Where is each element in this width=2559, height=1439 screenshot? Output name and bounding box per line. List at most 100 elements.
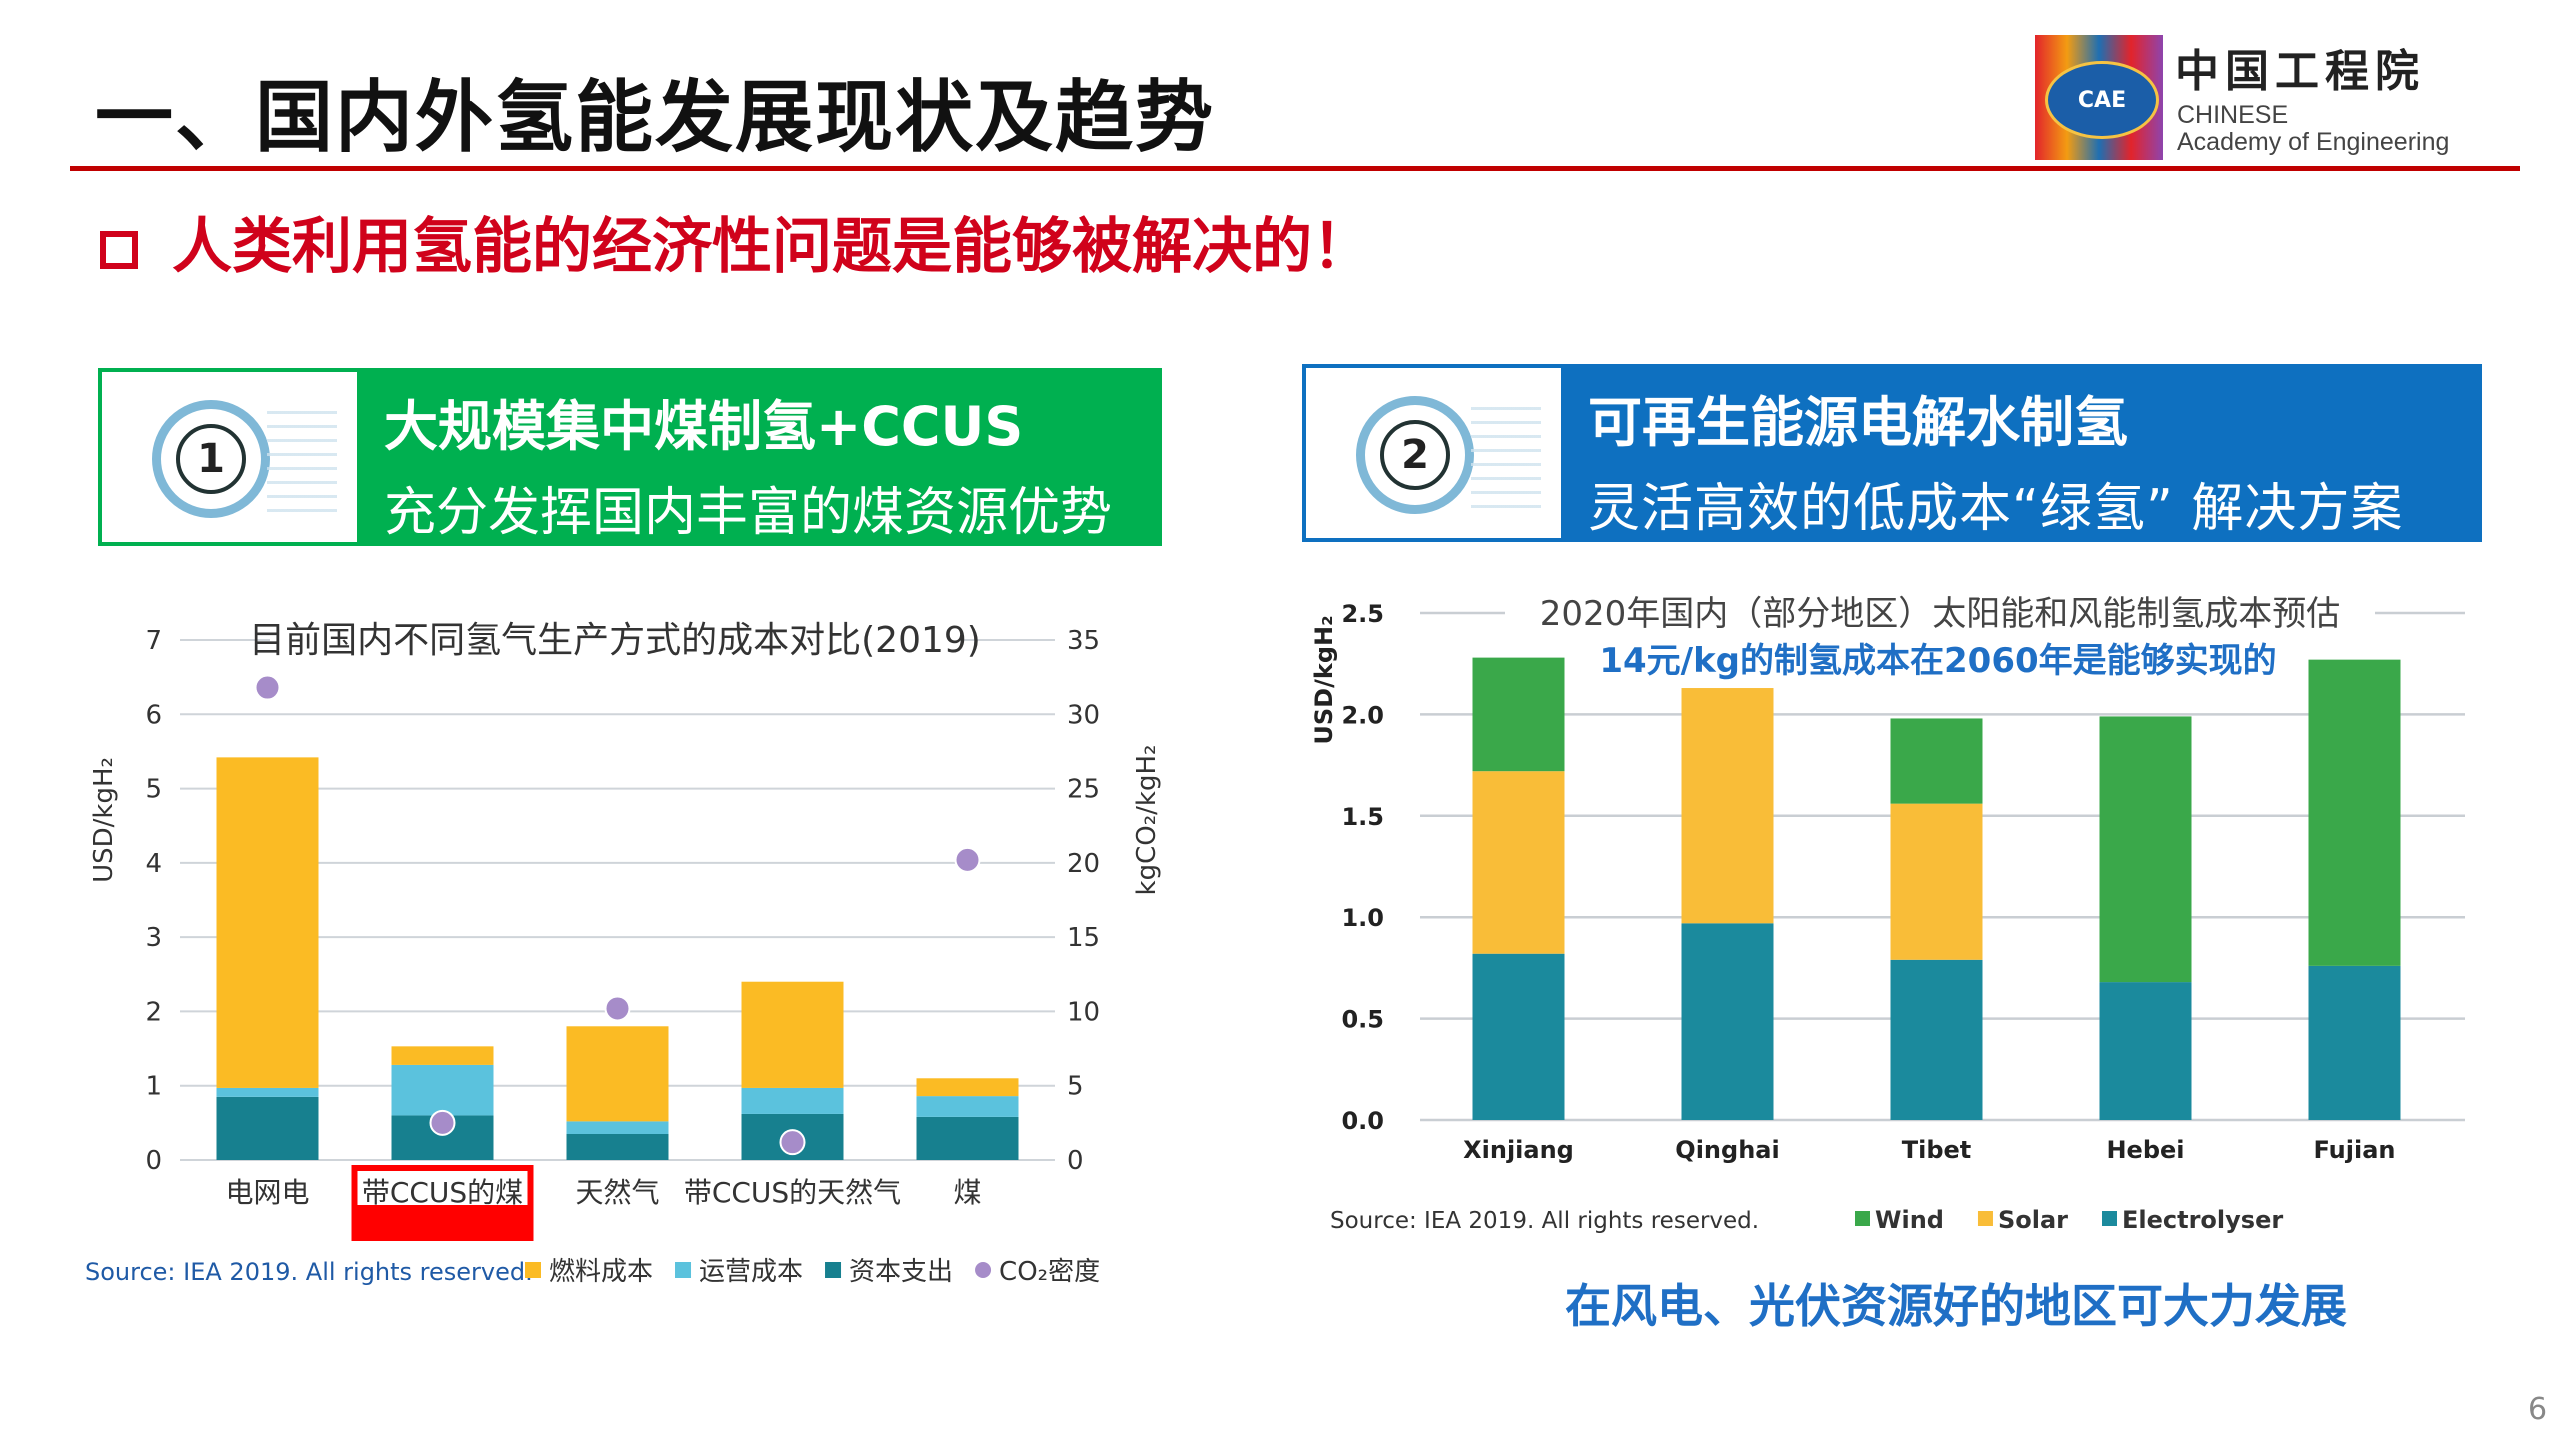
y-tick-label: 1 — [145, 1072, 162, 1102]
bar-segment — [1681, 923, 1774, 1120]
bar-segment — [2099, 716, 2192, 983]
co2-point — [779, 1129, 806, 1156]
co2-point — [604, 995, 631, 1022]
bar-segment — [1890, 959, 1983, 1120]
bar-segment — [916, 1078, 1019, 1097]
legend-swatch — [525, 1262, 541, 1278]
x-tick-label: Xinjiang — [1463, 1136, 1574, 1164]
cae-emblem-icon: CAE — [2035, 35, 2163, 160]
legend-swatch — [2102, 1211, 2117, 1226]
bar-segment — [916, 1116, 1019, 1160]
legend-label: CO₂密度 — [999, 1257, 1100, 1287]
banner-heading: 可再生能源电解水制氢 — [1588, 391, 2128, 454]
x-tick-label: 带CCUS的煤 — [362, 1176, 523, 1209]
x-tick-label: 电网电 — [225, 1176, 309, 1209]
cost-comparison-chart: 0 01 52 103 154 205 256 307 35目前国内不同氢气生产方式的成本对比(… — [85, 610, 1162, 1287]
y-right-tick-label: 0 — [1067, 1146, 1084, 1176]
banner-graphic: 2 — [1306, 368, 1561, 538]
y-right-tick-label: 30 — [1067, 700, 1100, 730]
bar-segment — [2099, 982, 2192, 1120]
legend-swatch — [825, 1262, 842, 1278]
x-tick-label: 天然气 — [575, 1176, 659, 1209]
chart-annotation: 14元/kg的制氢成本在2060年是能够实现的 — [1599, 641, 2276, 681]
logo-english-line2: Academy of Engineering — [2177, 128, 2450, 156]
banner-heading: 大规模集中煤制氢+CCUS — [384, 395, 1024, 458]
legend-swatch — [1977, 1211, 1993, 1226]
logo-english-line1: CHINESE — [2177, 101, 2289, 129]
y-right-tick-label: 15 — [1067, 923, 1100, 953]
y-tick-label: 0 — [145, 1146, 162, 1176]
bar-segment — [216, 1096, 319, 1160]
y-tick-label: 4 — [145, 849, 162, 879]
logo-chinese-name: 中国工程院 — [2175, 46, 2425, 97]
bar-segment — [1472, 771, 1565, 954]
y-right-tick-label: 35 — [1067, 626, 1100, 656]
y-axis-label: USD/kgH₂ — [1310, 615, 1338, 744]
legend-label: Solar — [1998, 1206, 2068, 1234]
chart-source: Source: IEA 2019. All rights reserved. — [1330, 1208, 1759, 1234]
checkbox-square-icon — [100, 231, 138, 269]
bar-segment — [216, 757, 319, 1088]
bar-segment — [741, 981, 844, 1088]
banner-subheading: 充分发挥国内丰富的煤资源优势 — [384, 483, 1113, 543]
title-backdrop — [1505, 588, 2375, 638]
bar-segment — [566, 1121, 669, 1134]
legend-label: Wind — [1875, 1206, 1944, 1234]
x-tick-label: 煤 — [953, 1176, 981, 1209]
bar-segment — [566, 1026, 669, 1122]
legend-label: 运营成本 — [699, 1257, 803, 1287]
ring-icon — [152, 400, 270, 518]
title-divider — [70, 166, 2520, 171]
legend-swatch — [975, 1262, 992, 1278]
bar-segment — [741, 1087, 844, 1114]
y-tick-label: 1.5 — [1341, 803, 1384, 831]
x-tick-label: Fujian — [2313, 1136, 2395, 1164]
y-tick-label: 1.0 — [1341, 904, 1384, 932]
y-tick-label: 3 — [145, 923, 162, 953]
bar-segment — [1472, 657, 1565, 772]
banner-number: 1 — [176, 424, 246, 494]
page-title: 一、国内外氢能发展现状及趋势 — [95, 73, 1216, 163]
banner-renewable-electrolysis: 2 可再生能源电解水制氢 灵活高效的低成本“绿氢” 解决方案 — [1302, 364, 2482, 542]
y-right-tick-label: 10 — [1067, 997, 1100, 1027]
y-right-tick-label: 20 — [1067, 849, 1100, 879]
cae-emblem-text: CAE — [2045, 61, 2159, 139]
bar-segment — [391, 1046, 494, 1065]
y-right-tick-label: 25 — [1067, 775, 1100, 805]
x-tick-label: 带CCUS的天然气 — [684, 1176, 901, 1209]
bar-segment — [2308, 659, 2401, 966]
banner-coal-ccus: 1 大规模集中煤制氢+CCUS 充分发挥国内丰富的煤资源优势 — [98, 368, 1162, 546]
subtitle-text: 人类利用氢能的经济性问题是能够被解决的！ — [172, 212, 1372, 282]
bar-segment — [1681, 688, 1774, 924]
bar-segment — [566, 1134, 669, 1160]
x-tick-label: Qinghai — [1675, 1136, 1779, 1164]
y-tick-label: 7 — [145, 626, 162, 656]
circuit-decoration-icon — [1471, 398, 1541, 508]
legend-label: 燃料成本 — [549, 1257, 653, 1287]
highlight-fill — [354, 1205, 531, 1238]
bar-segment — [2308, 965, 2401, 1120]
legend-swatch — [1855, 1211, 1870, 1226]
subtitle: 人类利用氢能的经济性问题是能够被解决的！ — [100, 198, 1372, 285]
y-tick-label: 2 — [145, 997, 162, 1027]
circuit-decoration-icon — [267, 402, 337, 512]
bar-segment — [916, 1096, 1019, 1117]
y-tick-label: 5 — [145, 775, 162, 805]
legend-swatch — [675, 1262, 692, 1278]
x-tick-label: Hebei — [2106, 1136, 2184, 1164]
banner-graphic: 1 — [102, 372, 357, 542]
y-right-tick-label: 5 — [1067, 1072, 1084, 1102]
y-tick-label: 0.5 — [1341, 1006, 1384, 1034]
chart-title: 2020年国内（部分地区）太阳能和风能制氢成本预估 — [1540, 594, 2341, 634]
bar-segment — [391, 1064, 494, 1116]
footnote-highlight: 在风电、光伏资源好的地区可大力发展 — [1565, 1279, 2347, 1333]
page-number: 6 — [2528, 1392, 2548, 1427]
y-tick-label: 6 — [145, 700, 162, 730]
banner-number: 2 — [1380, 420, 1450, 490]
chart-title: 目前国内不同氢气生产方式的成本对比(2019) — [249, 620, 981, 661]
title-backdrop — [270, 610, 960, 668]
y-axis-label: USD/kgH₂ — [89, 757, 119, 883]
banner-subheading: 灵活高效的低成本“绿氢” 解决方案 — [1588, 479, 2404, 539]
bar-segment — [1890, 718, 1983, 804]
